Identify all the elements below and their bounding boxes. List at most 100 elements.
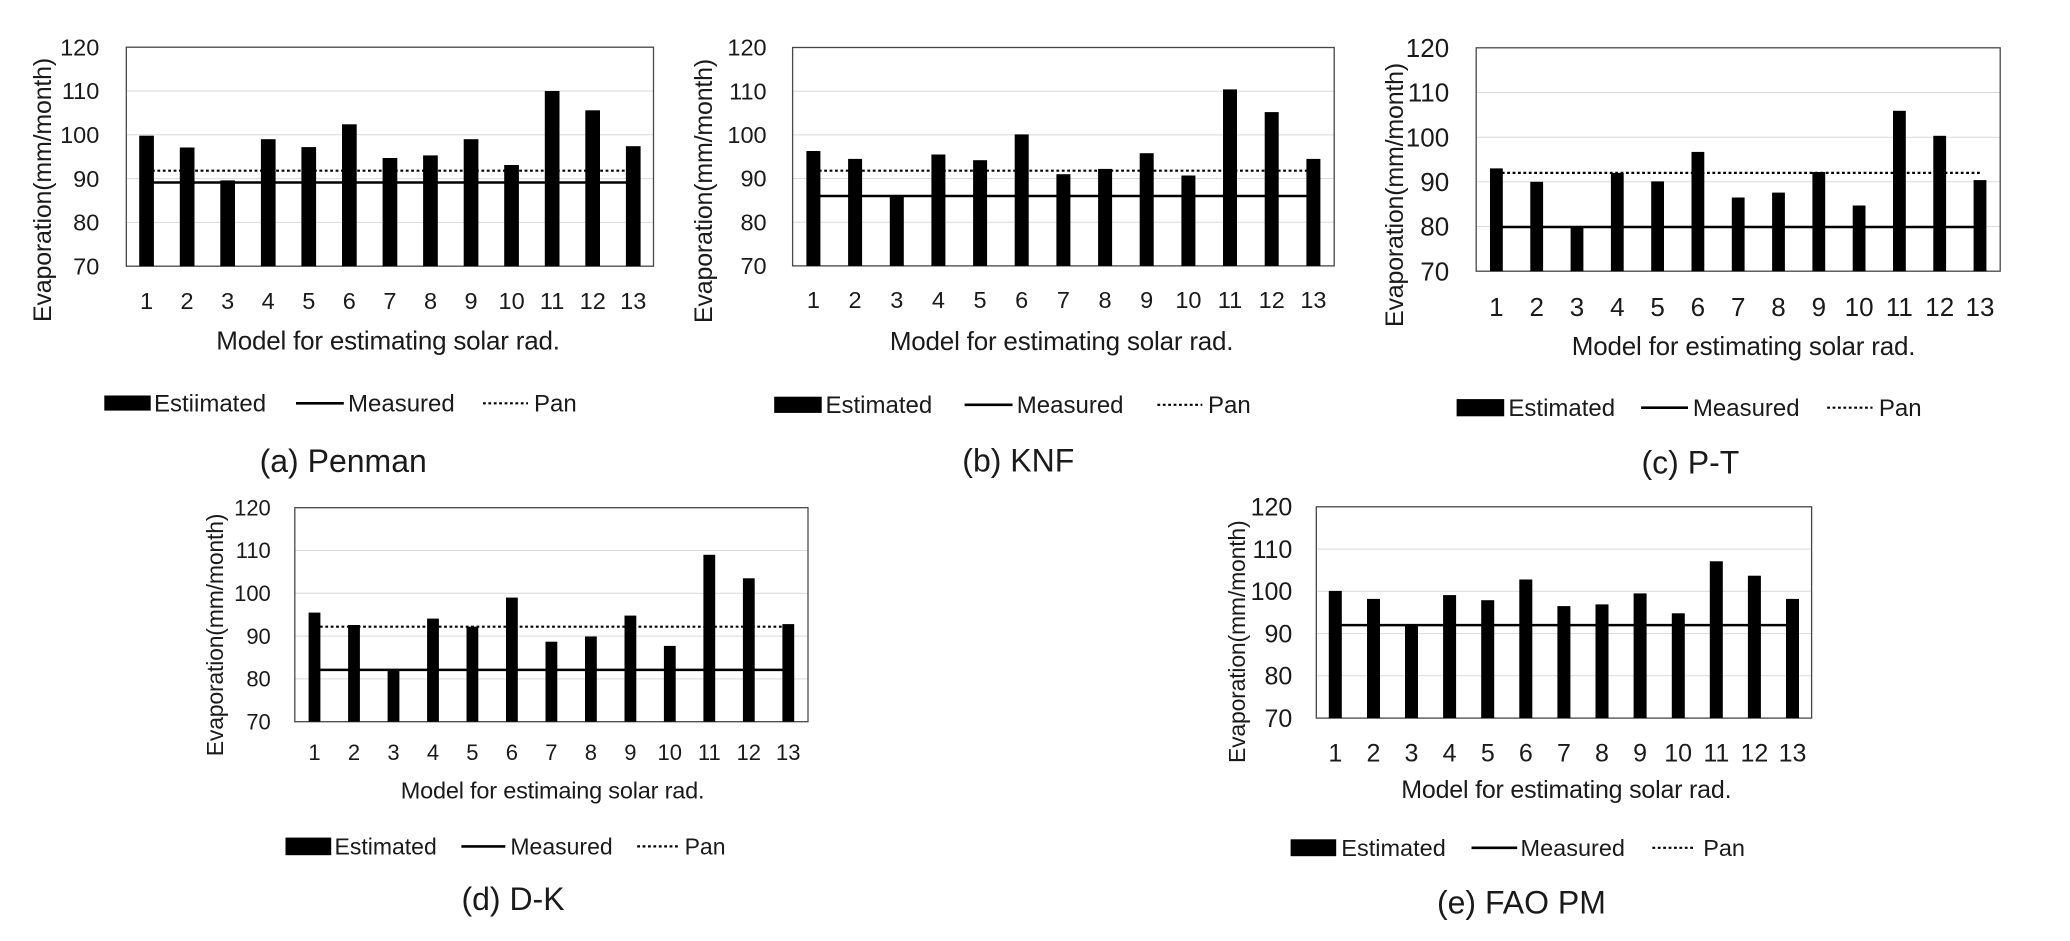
svg-text:9: 9 xyxy=(1812,292,1826,322)
svg-text:110: 110 xyxy=(1408,78,1449,108)
svg-text:70: 70 xyxy=(1264,705,1292,733)
svg-text:90: 90 xyxy=(73,166,99,192)
svg-text:120: 120 xyxy=(1251,494,1293,522)
svg-text:8: 8 xyxy=(1771,292,1785,322)
svg-text:Measured: Measured xyxy=(1693,395,1800,422)
svg-text:70: 70 xyxy=(246,709,270,734)
svg-text:2: 2 xyxy=(348,740,360,765)
svg-text:(c) P-T: (c) P-T xyxy=(1642,445,1740,481)
svg-text:6: 6 xyxy=(506,740,518,765)
svg-text:6: 6 xyxy=(1691,292,1705,322)
svg-text:Estimated: Estimated xyxy=(1508,395,1615,422)
svg-text:11: 11 xyxy=(1703,739,1729,767)
svg-text:100: 100 xyxy=(1406,122,1449,152)
svg-text:Evaporation(mm/month): Evaporation(mm/month) xyxy=(1381,63,1409,327)
svg-text:6: 6 xyxy=(1015,287,1028,313)
svg-text:10: 10 xyxy=(1175,287,1201,313)
svg-text:100: 100 xyxy=(1251,578,1293,606)
svg-text:3: 3 xyxy=(1405,739,1419,767)
svg-text:90: 90 xyxy=(1420,167,1449,197)
svg-text:Measured: Measured xyxy=(348,391,455,418)
svg-text:Pan: Pan xyxy=(1208,392,1251,419)
svg-text:7: 7 xyxy=(1057,287,1070,313)
svg-text:9: 9 xyxy=(1633,739,1647,767)
svg-text:Evaporation(mm/month): Evaporation(mm/month) xyxy=(202,514,228,757)
svg-text:90: 90 xyxy=(740,166,766,192)
svg-text:8: 8 xyxy=(585,740,597,765)
svg-text:Model for estimaing solar rad.: Model for estimaing solar rad. xyxy=(401,777,705,803)
svg-text:8: 8 xyxy=(424,288,437,314)
svg-text:1: 1 xyxy=(1489,292,1503,322)
svg-text:4: 4 xyxy=(1443,739,1457,767)
svg-text:100: 100 xyxy=(234,581,271,606)
svg-text:Estiimated: Estiimated xyxy=(154,391,266,418)
svg-text:4: 4 xyxy=(262,288,275,314)
svg-text:5: 5 xyxy=(302,288,315,314)
svg-text:7: 7 xyxy=(545,740,557,765)
svg-text:80: 80 xyxy=(1264,663,1292,691)
svg-text:120: 120 xyxy=(60,34,99,60)
svg-text:Evaporation(mm/month): Evaporation(mm/month) xyxy=(1224,521,1250,764)
svg-text:5: 5 xyxy=(974,287,987,313)
svg-text:2: 2 xyxy=(849,287,862,313)
svg-text:4: 4 xyxy=(932,287,945,313)
svg-text:9: 9 xyxy=(624,740,636,765)
svg-text:3: 3 xyxy=(387,740,399,765)
svg-text:100: 100 xyxy=(727,122,766,148)
svg-text:10: 10 xyxy=(499,288,525,314)
svg-text:(e) FAO PM: (e) FAO PM xyxy=(1437,885,1606,921)
svg-text:90: 90 xyxy=(1264,620,1292,648)
svg-text:Estimated: Estimated xyxy=(1341,835,1446,861)
svg-text:80: 80 xyxy=(246,667,270,692)
svg-text:(d) D-K: (d) D-K xyxy=(461,881,564,917)
svg-text:7: 7 xyxy=(1557,739,1571,767)
svg-text:1: 1 xyxy=(140,288,153,314)
svg-text:Pan: Pan xyxy=(534,391,577,418)
svg-text:Estimated: Estimated xyxy=(826,392,933,419)
svg-text:80: 80 xyxy=(1420,212,1449,242)
svg-text:13: 13 xyxy=(1300,287,1326,313)
svg-text:12: 12 xyxy=(1740,739,1768,767)
svg-text:13: 13 xyxy=(776,740,800,765)
svg-text:9: 9 xyxy=(1140,287,1153,313)
svg-text:Measured: Measured xyxy=(510,833,612,859)
svg-text:110: 110 xyxy=(236,538,271,563)
svg-text:70: 70 xyxy=(1420,256,1449,286)
svg-text:8: 8 xyxy=(1595,739,1609,767)
svg-text:Pan: Pan xyxy=(1879,395,1922,422)
svg-text:3: 3 xyxy=(890,287,903,313)
svg-text:70: 70 xyxy=(73,253,99,279)
svg-text:90: 90 xyxy=(246,624,270,649)
svg-text:10: 10 xyxy=(1845,292,1874,322)
svg-text:12: 12 xyxy=(1925,292,1954,322)
svg-text:10: 10 xyxy=(1664,739,1692,767)
svg-text:13: 13 xyxy=(1966,292,1995,322)
svg-text:11: 11 xyxy=(540,288,564,314)
svg-text:Measured: Measured xyxy=(1017,392,1124,419)
svg-text:100: 100 xyxy=(60,122,99,148)
svg-text:(b) KNF: (b) KNF xyxy=(962,443,1074,479)
svg-text:1: 1 xyxy=(1328,739,1342,767)
svg-text:7: 7 xyxy=(1731,292,1745,322)
svg-text:11: 11 xyxy=(698,740,721,765)
svg-text:2: 2 xyxy=(1367,739,1381,767)
svg-text:11: 11 xyxy=(1886,292,1913,322)
svg-text:110: 110 xyxy=(729,78,766,104)
svg-text:6: 6 xyxy=(343,288,356,314)
svg-text:5: 5 xyxy=(1650,292,1664,322)
svg-text:120: 120 xyxy=(234,495,271,520)
svg-text:6: 6 xyxy=(1519,739,1533,767)
svg-text:120: 120 xyxy=(1406,33,1449,63)
svg-text:9: 9 xyxy=(464,288,477,314)
svg-text:2: 2 xyxy=(1529,292,1543,322)
svg-text:2: 2 xyxy=(181,288,194,314)
svg-text:5: 5 xyxy=(466,740,478,765)
svg-text:Estimated: Estimated xyxy=(335,833,437,859)
svg-text:12: 12 xyxy=(737,740,761,765)
svg-text:11: 11 xyxy=(1218,287,1242,313)
svg-text:Pan: Pan xyxy=(685,833,726,859)
svg-text:5: 5 xyxy=(1481,739,1495,767)
svg-text:70: 70 xyxy=(740,253,766,279)
svg-text:1: 1 xyxy=(807,287,820,313)
svg-text:110: 110 xyxy=(1252,536,1292,564)
